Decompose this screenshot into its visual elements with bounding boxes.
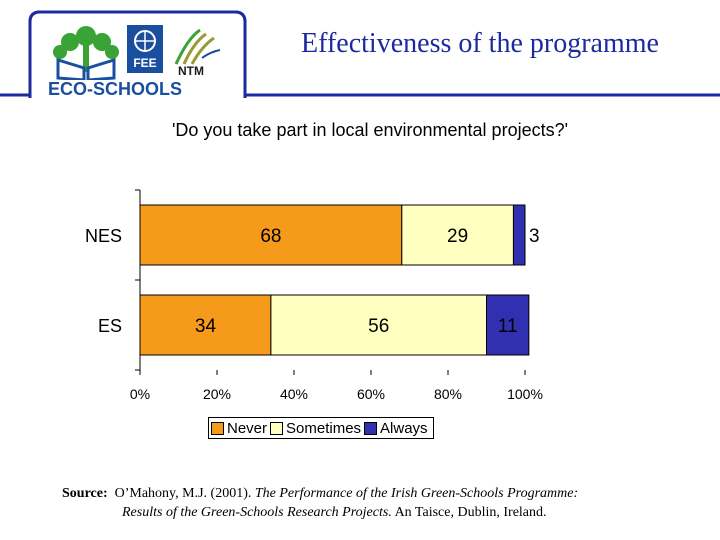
x-tick-label: 100% (507, 386, 543, 402)
source-title-part1: The Performance of the Irish Green-Schoo… (254, 486, 579, 501)
stacked-bar-chart: 0% 20% 40% 60% 80% 100% NES 68 29 3 ES 34 56 11 (85, 189, 543, 402)
header-banner: FEE NTM ECO-SCHOOLS Effectiveness of the… (0, 0, 720, 100)
source-author: O’Mahony, M.J. (2001). (114, 486, 252, 501)
source-publisher: An Taisce, Dublin, Ireland. (394, 505, 547, 520)
page-title: Effectiveness of the programme (301, 28, 659, 59)
data-label-never: 68 (260, 226, 281, 247)
legend-item-always: Always (364, 420, 428, 437)
legend-label-always: Always (380, 419, 428, 437)
chart-title: 'Do you take part in local environmental… (171, 120, 569, 140)
data-label-always: 3 (529, 226, 540, 247)
legend-label-never: Never (227, 419, 268, 437)
legend-swatch-never (211, 421, 224, 435)
bar-segment-always (486, 294, 530, 356)
x-tick-label: 20% (203, 386, 231, 402)
legend-item-never: Never (211, 420, 267, 437)
bar-segment-always (512, 204, 526, 266)
bar-segment-sometimes (401, 204, 514, 266)
bar-segment-never (139, 204, 403, 266)
legend-label-sometimes: Sometimes (286, 419, 362, 437)
x-tick-label: 0% (130, 386, 150, 402)
source-citation: Source: O’Mahony, M.J. (2001). The Perfo… (62, 484, 702, 522)
data-label-sometimes: 56 (368, 316, 389, 337)
chart-bars (139, 204, 530, 356)
bar-segment-never (139, 294, 272, 356)
legend-swatch-sometimes (270, 421, 284, 435)
source-line2: Results of the Green-Schools Research Pr… (62, 503, 702, 522)
data-label-sometimes: 29 (447, 226, 468, 247)
x-tick-label: 80% (434, 386, 462, 402)
data-label-never: 34 (195, 316, 217, 337)
chart-labels: 0% 20% 40% 60% 80% 100% NES 68 29 3 ES 34 56 11 (85, 226, 543, 402)
legend-swatch-always (364, 421, 378, 435)
data-label-always: 11 (498, 316, 518, 337)
bar-segment-sometimes (270, 294, 487, 356)
x-tick-label: 40% (280, 386, 308, 402)
ntm-logo-icon (174, 28, 221, 65)
category-label: NES (85, 226, 122, 246)
legend-item-sometimes: Sometimes (270, 420, 361, 437)
ntm-logo-text: NTM (178, 64, 204, 78)
eco-schools-logo-text: ECO-SCHOOLS (48, 79, 183, 99)
category-label: ES (98, 316, 122, 336)
eco-schools-tree-icon (53, 26, 119, 80)
source-label: Source: (62, 486, 108, 501)
fee-logo-icon (127, 25, 163, 73)
source-title-part2: Results of the Green-Schools Research Pr… (122, 505, 392, 520)
fee-logo-text: FEE (133, 56, 157, 70)
x-tick-label: 60% (357, 386, 385, 402)
chart-legend: Never Sometimes Always (208, 417, 434, 439)
